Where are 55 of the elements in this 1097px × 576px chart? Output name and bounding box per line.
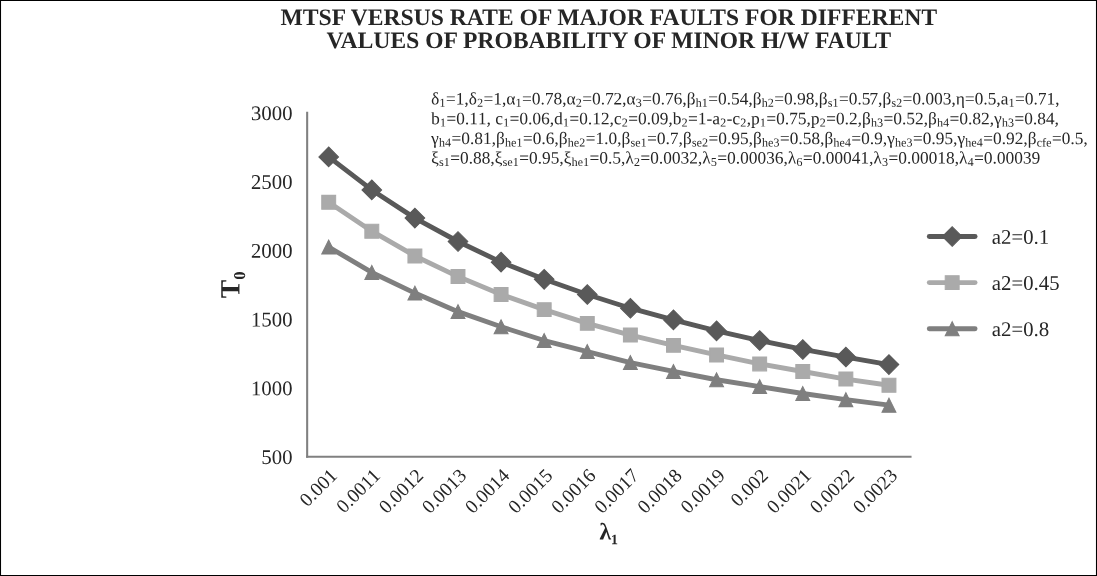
point bbox=[321, 239, 337, 255]
point bbox=[407, 285, 423, 301]
y-tick-label: 500 bbox=[262, 450, 292, 465]
point bbox=[881, 397, 897, 413]
point bbox=[493, 287, 509, 302]
point bbox=[622, 327, 638, 343]
chart-title: MTSF VERSUS RATE OF MAJOR FAULTS FOR DIFFERENT VALUES OF PROBABILITY OF MINOR H/W FAULT bbox=[280, 9, 937, 49]
point bbox=[450, 304, 466, 320]
point bbox=[620, 297, 641, 319]
point bbox=[795, 386, 811, 401]
legend-label: a2=0.8 bbox=[992, 322, 1049, 337]
point bbox=[321, 194, 337, 210]
text: δ$_{1}$=1,δ$_{2}$=1,α$_{1}$=0.78,α$_{2}$=0.72,α$_{3}$=0.76,β$_{h1}$=0.54,β$_{h2}$=0.98,β$_{s1}$=0.57,β$_{s2}$=0.003,η=0.5,a$_{1}$=0.71, b$_{1}$=0.11, c$_{1}$=0.06,d$_{1}$=0.12,c$_{2}$=0.09,b$_{2}$=1-a$_{2}$-c$_{2}$,p$_{1}$=0.75,p$_{2}$=0.2,β$_{h3}$=0.52,β$_{h4}$=0.82,γ$_{h3}$=0.84, γ$_{h4}$=0.81,β$_{he1}$=0.6,β$_{he2}$=1.0,β$_{se1}$=0.7,β$_{se2}$=0.95,β$_{he3}$=0.58,β$_{he4}$=0.9,γ$_{he3}$=0.95,γ$_{he4}$=0.92,β$_{cfe}$=0.5, ξ$_{s1}$=0.88,ξ$_{se1}$=0.95,ξ$_{he1}$=0.5,λ$_{2}$=0.0032,λ$_{5}$=0.00036,λ$_{6}$=0.00041,λ$_{3}$=0.00018,λ$_{4}$=0.00039 bbox=[431, 92, 1087, 167]
point bbox=[663, 309, 684, 331]
x-axis-title: λ₁ bbox=[599, 522, 618, 545]
y-axis-title: T₀ bbox=[221, 272, 246, 298]
point bbox=[709, 347, 725, 363]
point bbox=[404, 207, 426, 229]
legend-label: a2=0.1 bbox=[992, 229, 1048, 245]
point bbox=[792, 339, 814, 360]
point bbox=[579, 344, 595, 360]
point bbox=[576, 284, 598, 305]
point bbox=[878, 354, 900, 375]
point bbox=[536, 302, 552, 318]
point bbox=[533, 268, 555, 290]
point bbox=[749, 330, 771, 351]
point bbox=[706, 320, 727, 342]
point bbox=[835, 346, 857, 368]
point bbox=[752, 379, 768, 395]
y-tick-label: 1000 bbox=[252, 381, 292, 396]
point bbox=[364, 264, 380, 280]
point bbox=[795, 364, 811, 379]
point bbox=[318, 146, 340, 168]
point bbox=[490, 251, 512, 273]
point bbox=[622, 355, 638, 371]
y-tick-label: 1500 bbox=[252, 312, 292, 327]
point bbox=[579, 315, 595, 331]
point bbox=[447, 231, 469, 252]
point bbox=[752, 356, 768, 372]
point bbox=[361, 179, 383, 201]
y-tick-label: 2000 bbox=[251, 243, 292, 258]
point bbox=[838, 392, 854, 408]
point bbox=[881, 377, 897, 393]
point bbox=[666, 364, 681, 379]
point bbox=[536, 333, 552, 348]
point bbox=[407, 248, 423, 264]
point bbox=[450, 269, 466, 285]
point bbox=[666, 337, 681, 353]
y-tick-label: 2500 bbox=[251, 175, 292, 190]
point bbox=[709, 372, 725, 388]
point bbox=[838, 371, 854, 387]
y-tick-label: 3000 bbox=[251, 106, 292, 121]
legend-label: a2=0.45 bbox=[992, 276, 1059, 291]
point bbox=[364, 223, 380, 239]
point bbox=[493, 319, 509, 335]
